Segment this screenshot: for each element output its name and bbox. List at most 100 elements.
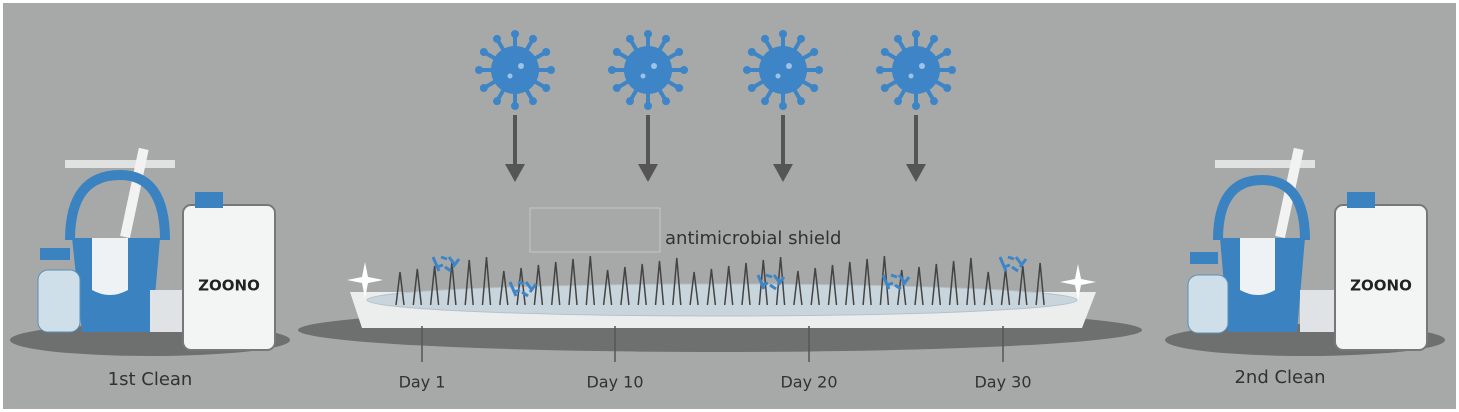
virus-spike-tip: [662, 97, 670, 106]
shield-spike: [966, 257, 976, 306]
microbe: [890, 273, 898, 279]
arrow-head: [505, 164, 525, 182]
microbe: [440, 255, 448, 261]
microbe: [894, 283, 902, 291]
virus-spike-tip: [779, 102, 787, 110]
virus-body: [759, 46, 807, 94]
arrow-head: [638, 164, 658, 182]
shield-spike: [568, 258, 578, 306]
virus-spike-tip: [743, 66, 751, 74]
virus-spike-tip: [626, 97, 634, 106]
virus-spike-tip: [475, 66, 483, 74]
spray-head: [40, 248, 70, 260]
arrow-head: [773, 164, 793, 182]
virus-spike-tip: [747, 48, 756, 56]
virus-spike-tip: [912, 30, 920, 38]
microbe: [761, 281, 769, 287]
virus-spike-tip: [815, 66, 823, 74]
shield-spike: [896, 269, 907, 306]
virus-spike-tip: [810, 48, 819, 56]
virus-spike-tip: [876, 66, 884, 74]
virus-spike-tip: [493, 34, 501, 43]
virus-spike-tip: [612, 84, 621, 92]
microbe: [1011, 265, 1019, 273]
spray-bottle: [37, 269, 81, 333]
brand: ZOONO: [198, 277, 260, 295]
virus-spike-tip: [612, 48, 621, 56]
jug: [182, 204, 276, 351]
virus-spike-tip: [542, 48, 551, 56]
virus-spike-tip: [542, 84, 551, 92]
microbe: [521, 290, 529, 298]
virus-spike-tip: [680, 66, 688, 74]
virus-spike-tip: [894, 97, 902, 106]
shield-spike: [741, 262, 751, 306]
shield-spike: [654, 260, 665, 306]
tool: [65, 160, 175, 168]
brush: [120, 147, 149, 238]
virus-spike-tip: [747, 84, 756, 92]
virus-spike-tip: [943, 48, 952, 56]
virus-spike-tip: [608, 66, 616, 74]
shield-spike: [879, 255, 890, 306]
shield-spike: [931, 263, 942, 306]
virus-spike-tip: [479, 84, 488, 92]
shield-spike: [602, 269, 613, 306]
shield-spike: [845, 261, 855, 306]
virus-spike-tip: [493, 97, 501, 106]
sparkle: [347, 262, 383, 298]
shield-spike: [533, 264, 544, 306]
virus-spike-tip: [529, 97, 537, 106]
jug: [1334, 204, 1428, 351]
virus-dot: [518, 63, 524, 69]
microbe: [881, 274, 891, 290]
virus-spike-tip: [529, 34, 537, 43]
microbe: [1003, 263, 1011, 269]
shield-spike: [585, 255, 596, 306]
virus: [608, 30, 688, 110]
virus-spike-tip: [644, 102, 652, 110]
shield-spike: [550, 261, 561, 306]
virus-spike-tip: [662, 34, 670, 43]
sparkle: [1060, 264, 1096, 300]
microbe: [436, 263, 444, 269]
arrow-head: [906, 164, 926, 182]
virus-spike-tip: [948, 66, 956, 74]
virus-dot: [775, 73, 781, 79]
microbe: [508, 281, 518, 297]
jug-cap: [1347, 192, 1375, 208]
tool: [1215, 160, 1315, 168]
shield-spike: [948, 260, 959, 306]
glove: [92, 238, 128, 295]
shield-spike: [1035, 262, 1045, 306]
shield-spike: [723, 265, 734, 306]
shield-spike: [758, 259, 769, 306]
virus-spike-tip: [675, 48, 684, 56]
microbe: [765, 273, 773, 279]
wipes: [1300, 290, 1338, 332]
microbe: [513, 288, 521, 294]
virus-spike-tip: [894, 34, 902, 43]
shield-spike: [481, 256, 492, 306]
virus-body: [624, 46, 672, 94]
microbe: [776, 276, 786, 286]
virus-spike-tip: [810, 84, 819, 92]
shield-spike: [672, 257, 682, 306]
right-station: ZOONO 2nd Clean: [1165, 147, 1445, 388]
timeline-label: Day 10: [586, 373, 643, 392]
microbe: [901, 276, 911, 286]
decorations: [347, 30, 1096, 362]
shield-spike: [793, 270, 803, 306]
virus-spike-tip: [930, 34, 938, 43]
spray-bottle: [1187, 274, 1229, 334]
virus-dot: [651, 63, 657, 69]
microbe: [1018, 258, 1028, 268]
shield-spike: [827, 264, 838, 306]
virus-body: [491, 46, 539, 94]
virus-spike-tip: [880, 84, 889, 92]
jug-cap: [195, 192, 223, 208]
bucket-handle: [1213, 174, 1310, 241]
virus-body: [892, 46, 940, 94]
